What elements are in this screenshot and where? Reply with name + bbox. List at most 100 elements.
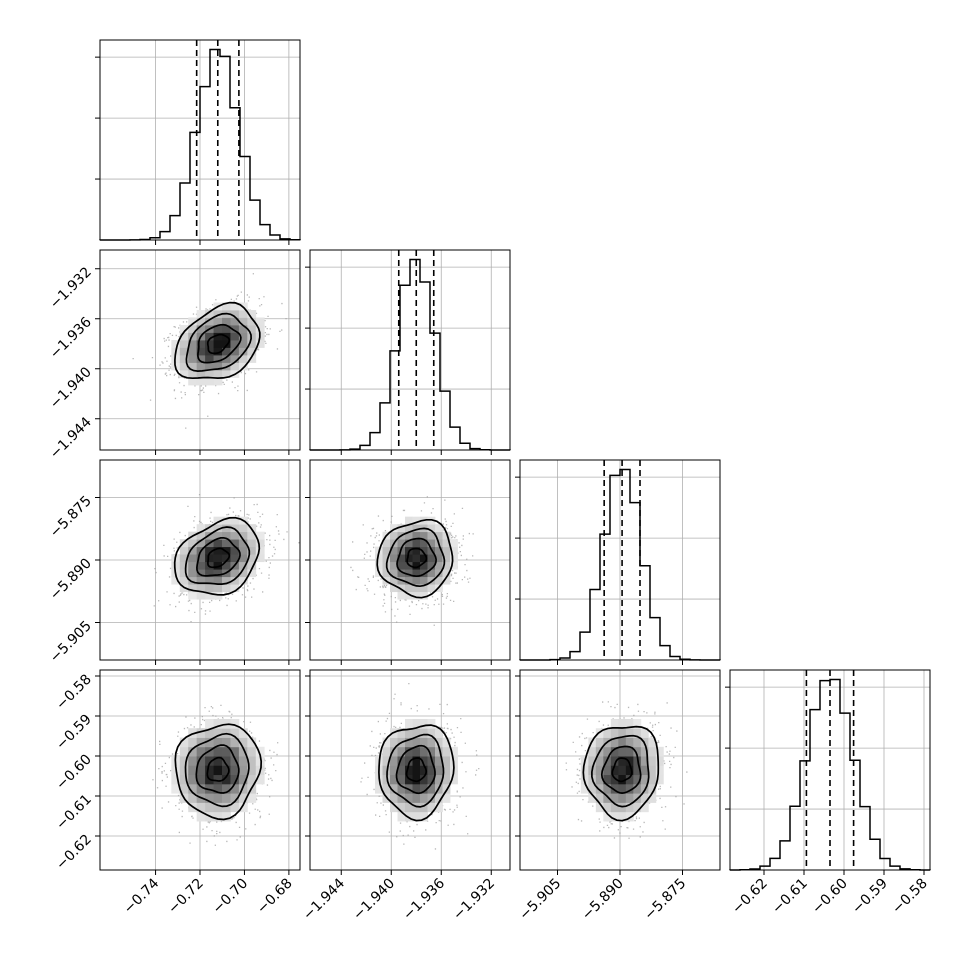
histogram-panel-4: −0.62−0.61−0.60−0.59−0.58	[725, 669, 931, 918]
density-cell	[222, 561, 231, 570]
density-cell	[230, 718, 240, 729]
density-cell	[222, 516, 231, 525]
density-cell	[179, 554, 189, 563]
density-cell	[390, 531, 398, 540]
density-cell	[420, 539, 428, 548]
density-cell	[213, 546, 223, 555]
contour-line	[185, 312, 252, 372]
density-cell	[427, 561, 436, 570]
density-cell	[196, 576, 206, 585]
density-cell	[397, 591, 406, 600]
density-cell	[633, 737, 642, 748]
density-cell	[179, 362, 189, 371]
density-cell	[255, 546, 265, 555]
density-cell	[230, 554, 240, 563]
density-cell	[427, 524, 436, 533]
x-tick-label: −0.72	[165, 876, 207, 918]
y-tick-label: −0.58	[53, 672, 95, 714]
density-cell	[213, 746, 223, 757]
panel-frame	[309, 669, 511, 871]
density-cell	[655, 774, 664, 785]
density-cell	[655, 746, 664, 757]
density-cell	[247, 310, 257, 318]
density-cell	[412, 539, 421, 548]
histogram-panel-2	[305, 249, 511, 455]
x-tick-label: −5.875	[641, 876, 689, 924]
density-cell	[640, 746, 649, 757]
density-cell	[588, 783, 597, 794]
density-cell	[397, 746, 406, 757]
density-cell	[412, 774, 421, 785]
scatter-panel-3-2	[305, 459, 511, 665]
density-cell	[196, 531, 206, 540]
density-cell	[179, 576, 189, 585]
density-cell	[382, 756, 391, 766]
density-cell	[179, 340, 189, 348]
y-tick-label: −5.875	[47, 493, 95, 541]
density-cell	[230, 737, 240, 748]
density-cell	[618, 718, 627, 729]
density-cell	[435, 531, 443, 540]
density-cell	[238, 546, 248, 555]
density-cell	[179, 756, 189, 766]
density-cell	[213, 310, 223, 318]
density-cell	[618, 793, 627, 803]
density-cell	[230, 332, 240, 341]
density-cell	[222, 546, 231, 555]
contour-line	[378, 724, 455, 822]
density-cell	[247, 756, 257, 766]
contour-line	[405, 757, 428, 783]
density-cell	[213, 811, 223, 822]
density-cell	[213, 377, 223, 386]
density-cell	[640, 756, 649, 766]
density-cell	[435, 765, 443, 776]
density-cell	[196, 569, 206, 578]
density-cell	[188, 576, 198, 585]
density-cell	[595, 765, 604, 776]
density-cell	[222, 584, 231, 593]
density-cell	[230, 728, 240, 738]
density-cell	[435, 576, 443, 585]
density-cell	[655, 765, 664, 776]
density-cell	[230, 584, 240, 593]
density-cell	[247, 561, 257, 570]
density-cell	[230, 340, 240, 348]
density-cell	[442, 554, 451, 563]
density-cell	[205, 737, 214, 748]
density-cell	[230, 302, 240, 311]
density-cell	[375, 783, 383, 794]
density-cell	[205, 554, 214, 563]
density-cell	[427, 539, 436, 548]
density-cell	[213, 524, 223, 533]
density-cell	[196, 811, 206, 822]
density-cell	[205, 355, 214, 363]
density-cell	[580, 765, 589, 776]
density-cell	[390, 774, 398, 785]
density-cell	[247, 340, 257, 348]
contour-line	[195, 744, 240, 794]
density-cell	[397, 811, 406, 822]
density-cell	[179, 370, 189, 378]
density-cell	[435, 569, 443, 578]
density-cell	[427, 774, 436, 785]
x-tick-label: −0.62	[729, 876, 771, 918]
density-cell	[205, 377, 214, 386]
density-cell	[230, 539, 240, 548]
density-cell	[633, 774, 642, 785]
density-cell	[610, 718, 619, 729]
density-cell	[442, 783, 451, 794]
y-tick-label: −0.62	[53, 832, 95, 874]
density-cell	[405, 539, 413, 548]
density-cell	[205, 576, 214, 585]
density-cell	[230, 355, 240, 363]
contour-line	[395, 744, 436, 795]
density-cell	[171, 340, 181, 348]
density-cell	[238, 728, 248, 738]
density-cell	[238, 765, 248, 776]
density-cell	[179, 783, 189, 794]
density-cell	[188, 362, 198, 371]
density-cell	[390, 783, 398, 794]
density-cell	[188, 554, 198, 563]
density-cell	[442, 539, 451, 548]
density-cell	[255, 325, 265, 333]
